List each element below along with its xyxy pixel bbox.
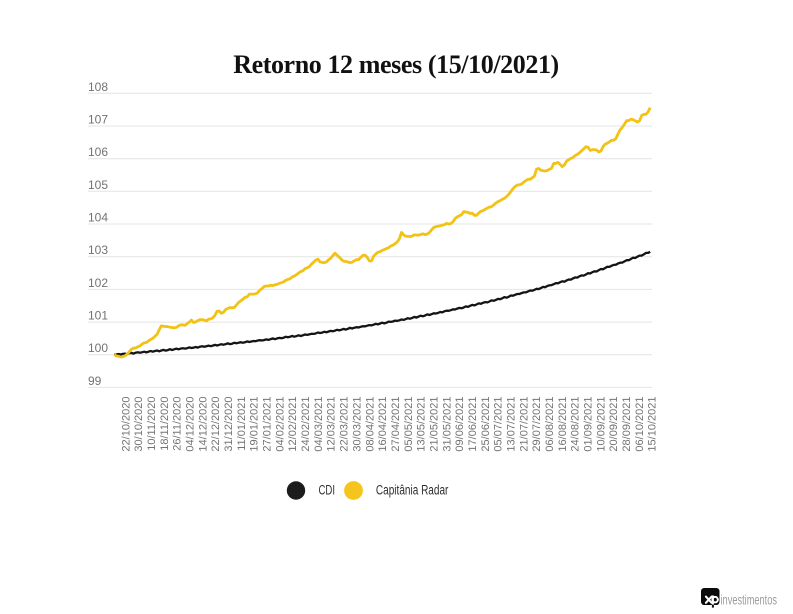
svg-text:104: 104	[88, 211, 108, 225]
svg-text:24/02/2021: 24/02/2021	[300, 397, 312, 452]
svg-text:09/06/2021: 09/06/2021	[454, 397, 466, 452]
svg-text:06/08/2021: 06/08/2021	[544, 397, 556, 452]
svg-text:14/12/2020: 14/12/2020	[197, 397, 209, 452]
svg-text:102: 102	[88, 276, 108, 290]
svg-text:100: 100	[88, 341, 108, 355]
svg-text:04/03/2021: 04/03/2021	[313, 397, 325, 452]
svg-text:22/03/2021: 22/03/2021	[339, 397, 351, 452]
svg-text:20/09/2021: 20/09/2021	[608, 397, 620, 452]
svg-text:16/04/2021: 16/04/2021	[377, 397, 389, 452]
svg-text:12/02/2021: 12/02/2021	[287, 397, 299, 452]
svg-text:108: 108	[88, 80, 108, 94]
svg-text:103: 103	[88, 243, 108, 257]
svg-text:105: 105	[88, 178, 108, 192]
svg-text:10/09/2021: 10/09/2021	[595, 397, 607, 452]
svg-text:31/05/2021: 31/05/2021	[441, 397, 453, 452]
svg-text:12/03/2021: 12/03/2021	[326, 397, 338, 452]
svg-text:13/07/2021: 13/07/2021	[506, 397, 518, 452]
svg-text:Capitânia Radar: Capitânia Radar	[376, 483, 449, 498]
svg-text:25/06/2021: 25/06/2021	[480, 397, 492, 452]
svg-text:30/10/2020: 30/10/2020	[133, 397, 145, 452]
svg-text:CDI: CDI	[319, 483, 336, 498]
svg-text:08/04/2021: 08/04/2021	[364, 397, 376, 452]
svg-text:investimentos: investimentos	[721, 592, 778, 608]
svg-text:31/12/2020: 31/12/2020	[223, 397, 235, 452]
svg-text:21/05/2021: 21/05/2021	[429, 397, 441, 452]
svg-text:27/01/2021: 27/01/2021	[262, 397, 274, 452]
svg-text:16/08/2021: 16/08/2021	[557, 397, 569, 452]
svg-text:21/07/2021: 21/07/2021	[518, 397, 530, 452]
svg-text:107: 107	[88, 113, 108, 127]
svg-text:13/05/2021: 13/05/2021	[416, 397, 428, 452]
svg-text:11/01/2021: 11/01/2021	[236, 397, 248, 451]
svg-text:106: 106	[88, 145, 108, 159]
svg-text:10/11/2020: 10/11/2020	[146, 397, 158, 451]
svg-text:15/10/2021: 15/10/2021	[647, 397, 659, 452]
svg-text:19/01/2021: 19/01/2021	[249, 397, 261, 452]
svg-text:26/11/2020: 26/11/2020	[172, 397, 184, 451]
svg-text:29/07/2021: 29/07/2021	[531, 397, 543, 452]
svg-text:28/09/2021: 28/09/2021	[621, 397, 633, 452]
svg-text:04/12/2020: 04/12/2020	[185, 397, 197, 452]
svg-text:18/11/2020: 18/11/2020	[159, 397, 171, 451]
svg-text:04/02/2021: 04/02/2021	[274, 397, 286, 452]
svg-text:101: 101	[88, 309, 108, 323]
svg-text:99: 99	[88, 374, 102, 388]
svg-text:22/12/2020: 22/12/2020	[210, 397, 222, 452]
svg-text:Retorno 12 meses (15/10/2021): Retorno 12 meses (15/10/2021)	[233, 50, 559, 79]
svg-text:24/08/2021: 24/08/2021	[570, 397, 582, 452]
svg-text:06/10/2021: 06/10/2021	[634, 397, 646, 452]
svg-text:27/04/2021: 27/04/2021	[390, 397, 402, 452]
svg-text:30/03/2021: 30/03/2021	[351, 397, 363, 452]
svg-text:17/06/2021: 17/06/2021	[467, 397, 479, 452]
svg-text:05/05/2021: 05/05/2021	[403, 397, 415, 452]
svg-text:01/09/2021: 01/09/2021	[583, 397, 595, 452]
svg-text:22/10/2020: 22/10/2020	[120, 397, 132, 452]
svg-text:05/07/2021: 05/07/2021	[493, 397, 505, 452]
